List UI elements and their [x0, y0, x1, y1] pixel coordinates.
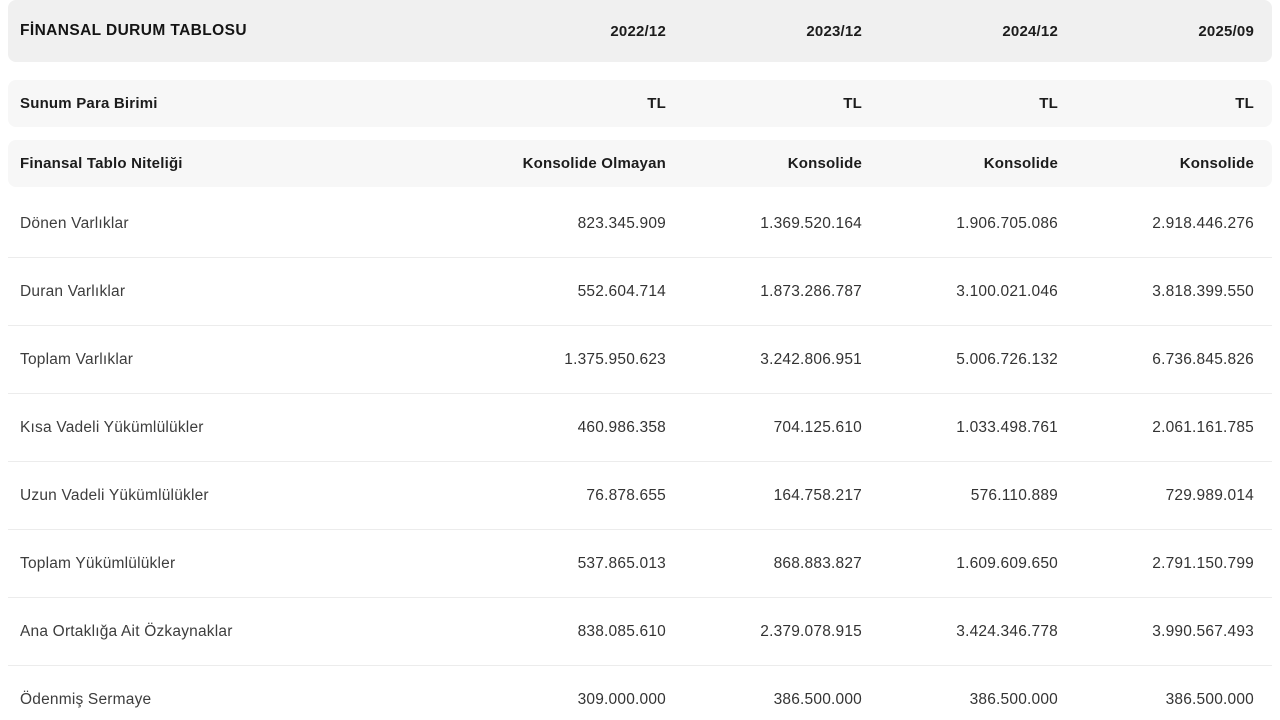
cell-value: Konsolide Olmayan [522, 155, 666, 172]
cell-value: 309.000.000 [577, 690, 666, 708]
cell-value: Konsolide [787, 155, 862, 172]
cell-value: 1.906.705.086 [956, 214, 1058, 232]
cell-value: 386.500.000 [1165, 690, 1254, 708]
table-row: Toplam Varlıklar 1.375.950.623 3.242.806… [8, 326, 1272, 394]
row-label: Dönen Varlıklar [20, 214, 129, 232]
table-row: Ana Ortaklığa Ait Özkaynaklar 838.085.61… [8, 598, 1272, 666]
cell-value: 164.758.217 [773, 486, 862, 504]
cell-value: 576.110.889 [970, 486, 1058, 504]
page-title: FİNANSAL DURUM TABLOSU [20, 22, 247, 39]
cell-value: 386.500.000 [773, 690, 862, 708]
cell-value: 1.369.520.164 [760, 214, 862, 232]
row-label: Sunum Para Birimi [20, 95, 158, 112]
table-row: Kısa Vadeli Yükümlülükler 460.986.358 70… [8, 394, 1272, 462]
cell-value: 729.989.014 [1165, 486, 1254, 504]
cell-value: Konsolide [1179, 155, 1254, 172]
cell-value: TL [843, 95, 862, 112]
cell-value: Konsolide [983, 155, 1058, 172]
row-label: Kısa Vadeli Yükümlülükler [20, 418, 204, 436]
cell-value: 386.500.000 [969, 690, 1058, 708]
row-label: Finansal Tablo Niteliği [20, 155, 183, 172]
cell-value: 3.242.806.951 [760, 350, 862, 368]
cell-value: 3.818.399.550 [1152, 282, 1254, 300]
row-label: Uzun Vadeli Yükümlülükler [20, 486, 209, 504]
cell-value: 2.061.161.785 [1152, 418, 1254, 436]
cell-value: 552.604.714 [577, 282, 666, 300]
meta-row-currency: Sunum Para Birimi TL TL TL TL [8, 80, 1272, 127]
table-body: Dönen Varlıklar 823.345.909 1.369.520.16… [8, 190, 1272, 720]
cell-value: 823.345.909 [577, 214, 666, 232]
column-header-period-2: 2023/12 [806, 22, 862, 40]
cell-value: 704.125.610 [773, 418, 862, 436]
cell-value: 2.918.446.276 [1152, 214, 1254, 232]
cell-value: 2.379.078.915 [760, 622, 862, 640]
cell-value: 1.375.950.623 [564, 350, 666, 368]
cell-value: TL [1039, 95, 1058, 112]
table-row: Uzun Vadeli Yükümlülükler 76.878.655 164… [8, 462, 1272, 530]
table-header-row: FİNANSAL DURUM TABLOSU 2022/12 2023/12 2… [8, 0, 1272, 62]
cell-value: 1.873.286.787 [760, 282, 862, 300]
cell-value: 460.986.358 [577, 418, 666, 436]
cell-value: TL [1235, 95, 1254, 112]
cell-value: 838.085.610 [577, 622, 666, 640]
column-header-period-3: 2024/12 [1002, 22, 1058, 40]
cell-value: 5.006.726.132 [956, 350, 1058, 368]
cell-value: 76.878.655 [586, 486, 666, 504]
cell-value: 3.424.346.778 [956, 622, 1058, 640]
cell-value: 868.883.827 [773, 554, 862, 572]
table-row: Ödenmiş Sermaye 309.000.000 386.500.000 … [8, 666, 1272, 720]
table-row: Dönen Varlıklar 823.345.909 1.369.520.16… [8, 190, 1272, 258]
row-label: Duran Varlıklar [20, 282, 126, 300]
cell-value: 2.791.150.799 [1152, 554, 1254, 572]
row-label: Toplam Yükümlülükler [20, 554, 176, 572]
cell-value: 3.100.021.046 [956, 282, 1058, 300]
column-header-period-1: 2022/12 [610, 22, 666, 40]
cell-value: 1.609.609.650 [956, 554, 1058, 572]
row-label: Ana Ortaklığa Ait Özkaynaklar [20, 622, 233, 640]
column-header-period-4: 2025/09 [1198, 22, 1254, 40]
table-row: Toplam Yükümlülükler 537.865.013 868.883… [8, 530, 1272, 598]
table-row: Duran Varlıklar 552.604.714 1.873.286.78… [8, 258, 1272, 326]
cell-value: TL [647, 95, 666, 112]
row-label: Ödenmiş Sermaye [20, 690, 152, 708]
cell-value: 6.736.845.826 [1152, 350, 1254, 368]
cell-value: 3.990.567.493 [1152, 622, 1254, 640]
row-label: Toplam Varlıklar [20, 350, 134, 368]
cell-value: 537.865.013 [577, 554, 666, 572]
cell-value: 1.033.498.761 [956, 418, 1058, 436]
meta-row-statement-type: Finansal Tablo Niteliği Konsolide Olmaya… [8, 140, 1272, 187]
